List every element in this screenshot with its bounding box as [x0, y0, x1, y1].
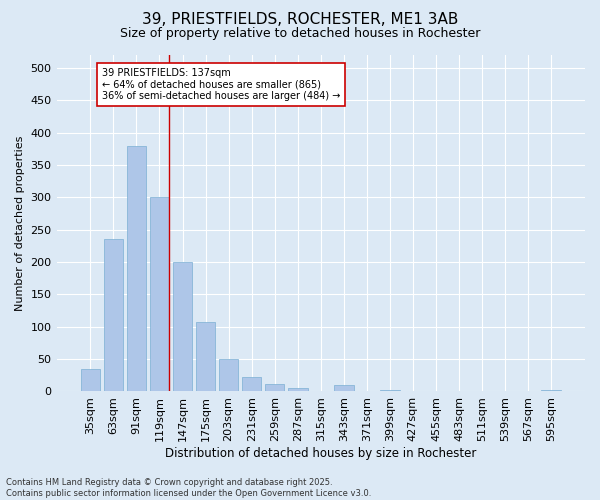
- Bar: [265, 384, 284, 392]
- Bar: [104, 240, 123, 392]
- Y-axis label: Number of detached properties: Number of detached properties: [15, 136, 25, 311]
- Bar: [380, 390, 400, 392]
- Text: 39, PRIESTFIELDS, ROCHESTER, ME1 3AB: 39, PRIESTFIELDS, ROCHESTER, ME1 3AB: [142, 12, 458, 28]
- Text: Size of property relative to detached houses in Rochester: Size of property relative to detached ho…: [120, 28, 480, 40]
- Bar: [288, 388, 308, 392]
- Bar: [334, 385, 353, 392]
- Bar: [80, 369, 100, 392]
- Bar: [127, 146, 146, 392]
- Bar: [196, 322, 215, 392]
- Bar: [541, 390, 561, 392]
- Text: 39 PRIESTFIELDS: 137sqm
← 64% of detached houses are smaller (865)
36% of semi-d: 39 PRIESTFIELDS: 137sqm ← 64% of detache…: [102, 68, 340, 101]
- X-axis label: Distribution of detached houses by size in Rochester: Distribution of detached houses by size …: [165, 447, 476, 460]
- Text: Contains HM Land Registry data © Crown copyright and database right 2025.
Contai: Contains HM Land Registry data © Crown c…: [6, 478, 371, 498]
- Bar: [242, 377, 262, 392]
- Bar: [173, 262, 193, 392]
- Bar: [219, 359, 238, 392]
- Bar: [149, 198, 169, 392]
